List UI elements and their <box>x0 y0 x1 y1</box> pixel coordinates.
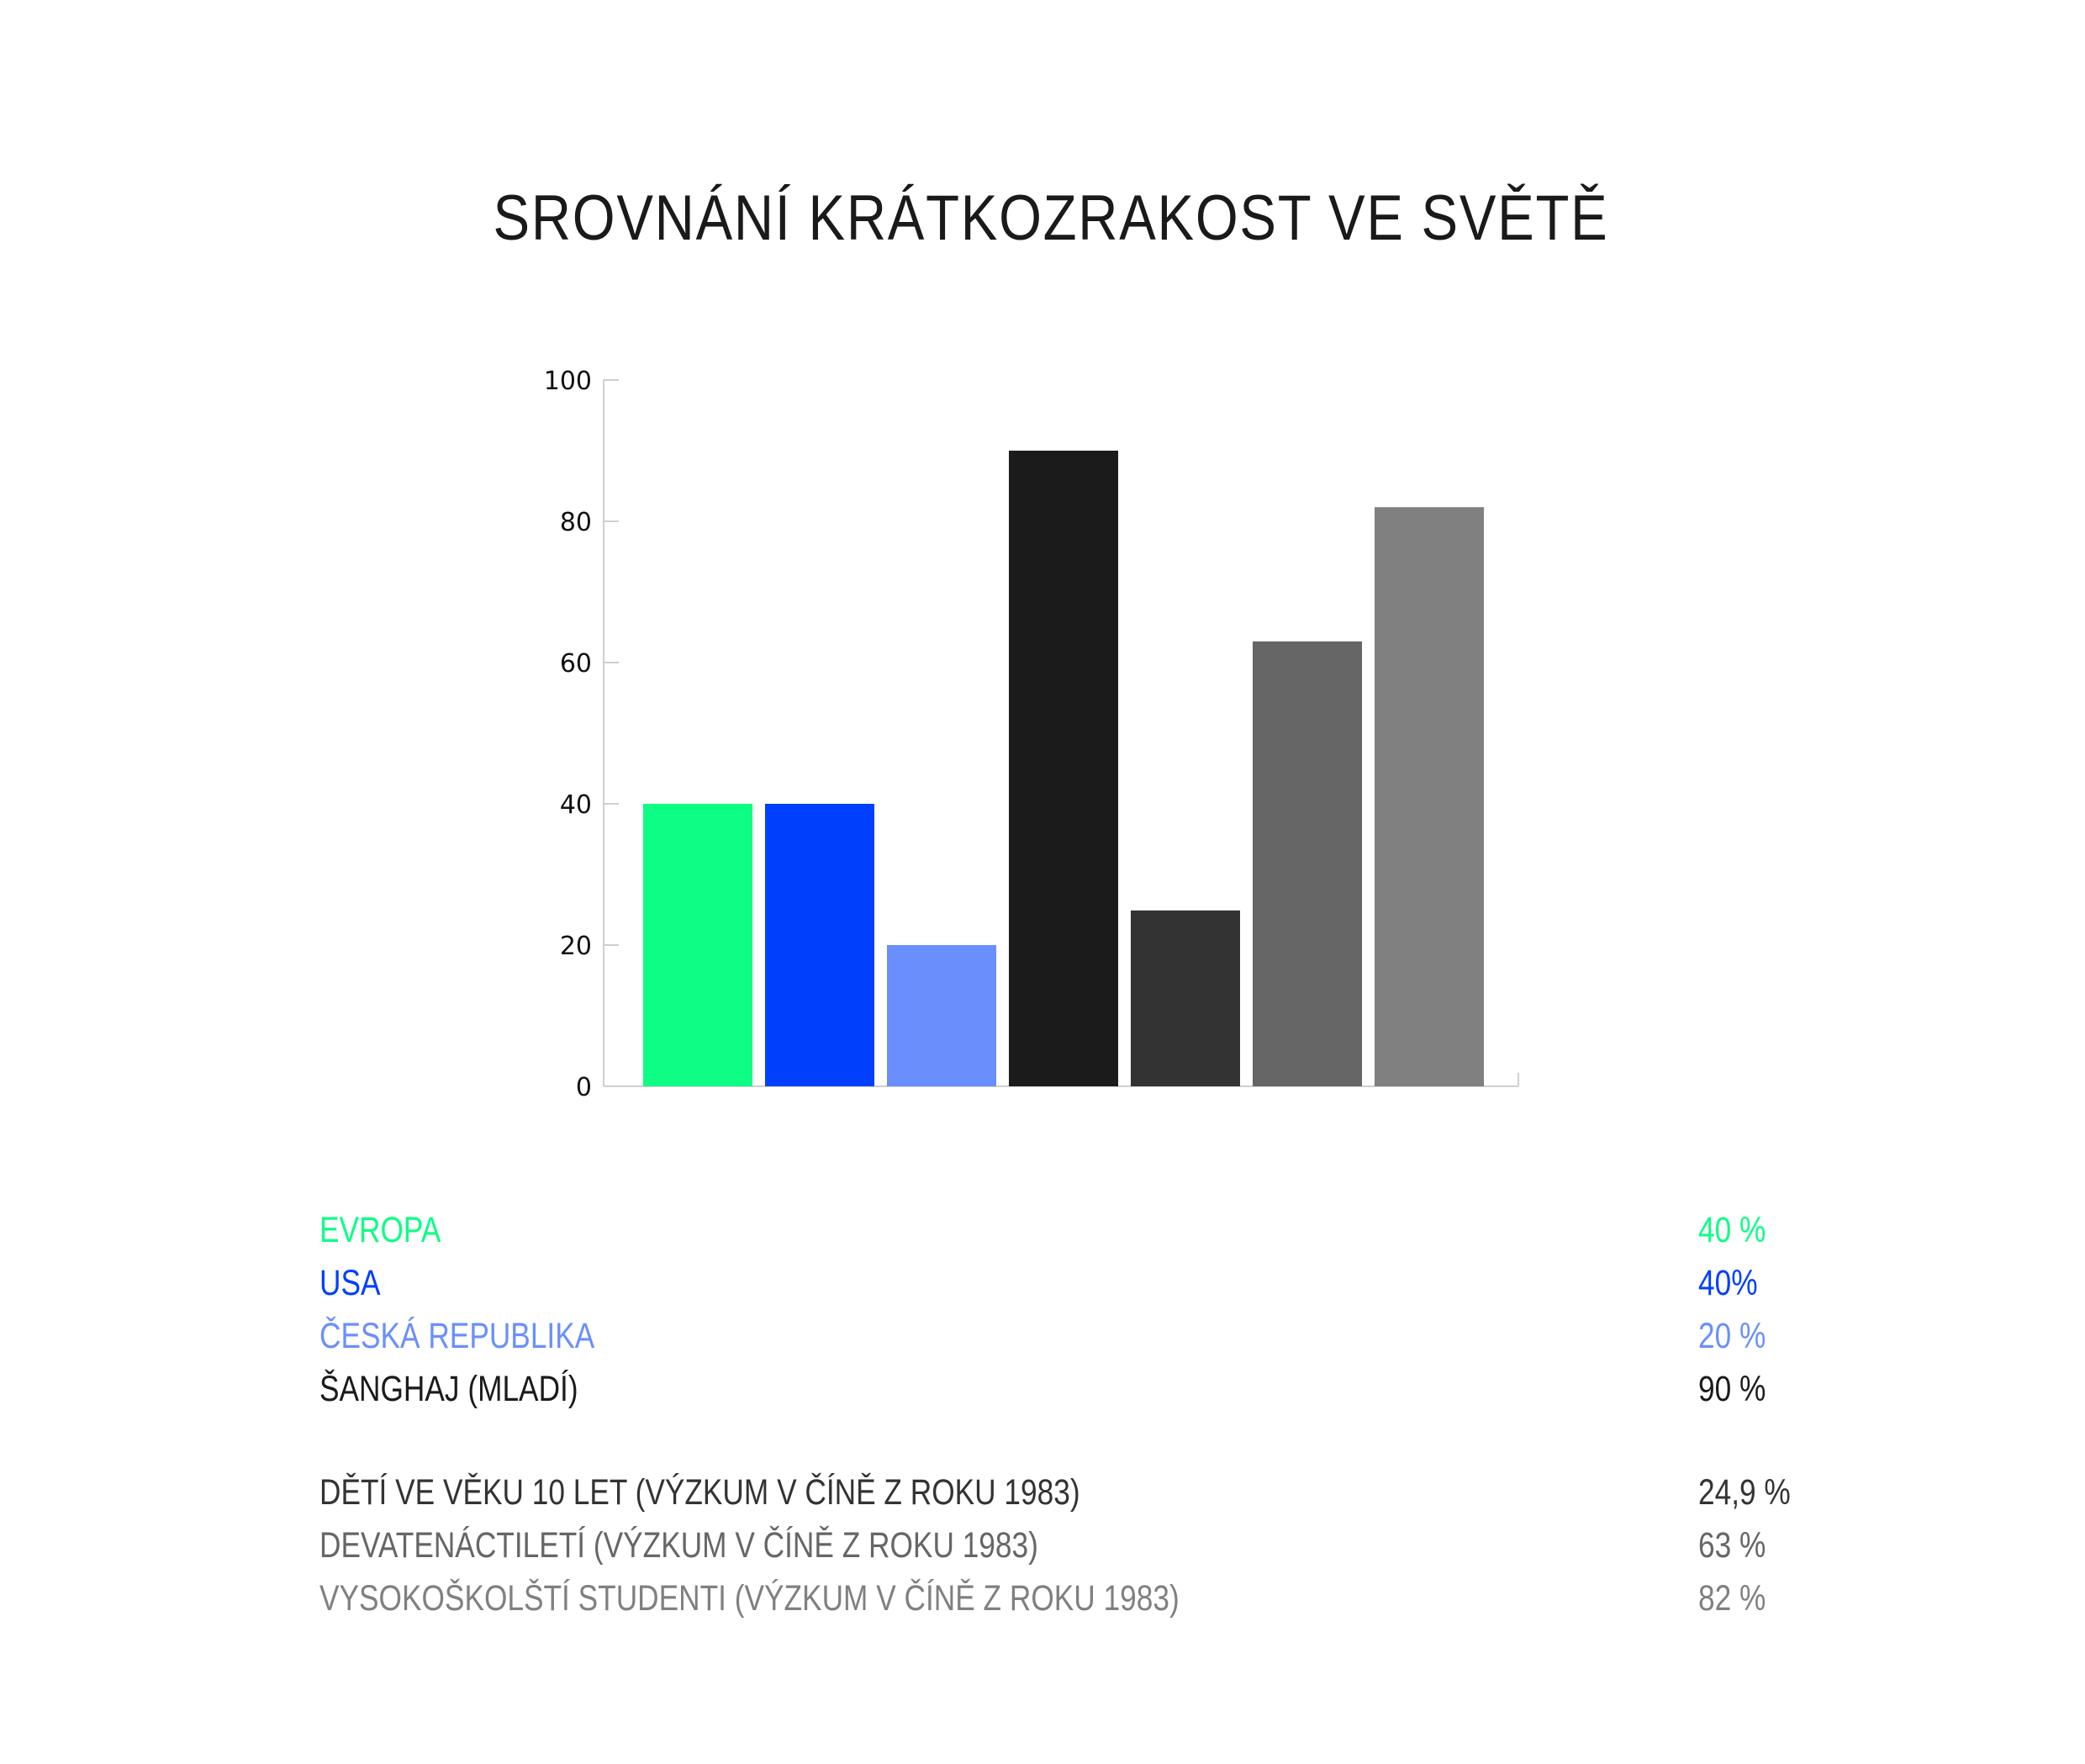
legend-label: DĚTÍ VE VĚKU 10 LET (VÝZKUM V ČÍNĚ Z ROK… <box>319 1472 1080 1513</box>
legend-label: ŠANGHAJ (MLADÍ) <box>319 1369 578 1409</box>
y-tick-label: 100 <box>544 367 592 396</box>
bar <box>765 804 874 1086</box>
legend-item: VYSOKOŠKOLŠTÍ STUDENTI (VÝZKUM V ČÍNĚ Z … <box>319 1572 1816 1625</box>
legend-item: USA 40% <box>319 1257 1816 1310</box>
legend-china-study: DĚTÍ VE VĚKU 10 LET (VÝZKUM V ČÍNĚ Z ROK… <box>319 1466 1816 1625</box>
bar <box>1375 507 1484 1086</box>
y-tick-label: 60 <box>560 649 592 679</box>
y-tick-label: 40 <box>560 790 592 820</box>
bar <box>1009 451 1118 1086</box>
legend-label: EVROPA <box>319 1210 441 1250</box>
legend-value: 24,9 % <box>1698 1472 1791 1513</box>
bar <box>1253 641 1362 1086</box>
legend-label: VYSOKOŠKOLŠTÍ STUDENTI (VÝZKUM V ČÍNĚ Z … <box>319 1578 1180 1619</box>
chart-title: SROVNÁNÍ KRÁTKOZRAKOST VE SVĚTĚ <box>493 182 1609 254</box>
legend-value: 63 % <box>1698 1525 1766 1566</box>
legend-value: 40 % <box>1698 1210 1766 1250</box>
legend-value: 40% <box>1698 1263 1758 1303</box>
bar <box>1131 910 1240 1086</box>
legend-item: DĚTÍ VE VĚKU 10 LET (VÝZKUM V ČÍNĚ Z ROK… <box>319 1466 1816 1519</box>
legend-label: USA <box>319 1263 381 1303</box>
legend-item: ČESKÁ REPUBLIKA 20 % <box>319 1310 1816 1363</box>
legend-item: ŠANGHAJ (MLADÍ) 90 % <box>319 1363 1816 1416</box>
bar <box>643 804 752 1086</box>
legend-item: EVROPA 40 % <box>319 1204 1816 1257</box>
legend-item: DEVATENÁCTILETÍ (VÝZKUM V ČÍNĚ Z ROKU 19… <box>319 1519 1816 1572</box>
y-tick-label: 20 <box>560 932 592 961</box>
legend-value: 20 % <box>1698 1316 1766 1356</box>
legend-value: 82 % <box>1698 1578 1766 1619</box>
legend-regions: EVROPA 40 % USA 40% ČESKÁ REPUBLIKA 20 % ŠANGH… <box>319 1204 1816 1416</box>
bars <box>643 451 1484 1086</box>
legend-label: ČESKÁ REPUBLIKA <box>319 1316 595 1356</box>
legend-value: 90 % <box>1698 1369 1766 1409</box>
bar <box>887 945 996 1086</box>
y-tick-label: 80 <box>560 508 592 537</box>
y-tick-label: 0 <box>576 1073 592 1102</box>
legend-label: DEVATENÁCTILETÍ (VÝZKUM V ČÍNĚ Z ROKU 19… <box>319 1525 1038 1566</box>
